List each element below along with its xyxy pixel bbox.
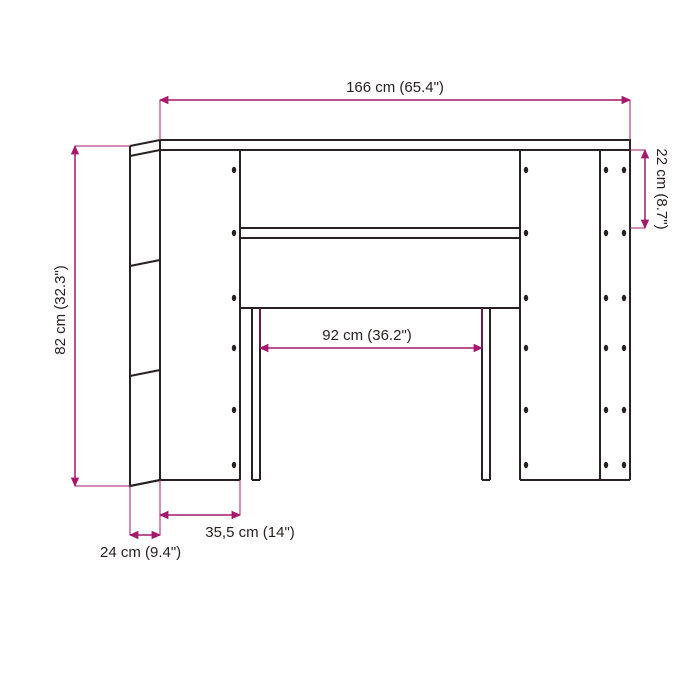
dim-label-height_left: 82 cm (32.3")	[52, 265, 69, 355]
diagram-canvas: 166 cm (65.4") 82 cm (32.3") 24 cm (9.4") 3…	[0, 0, 700, 700]
dim-label-gap_width: 92 cm (36.2")	[322, 327, 412, 344]
dim-label-tower_width: 35,5 cm (14")	[205, 524, 295, 541]
dim-label-shelf_h: 22 cm (8.7")	[653, 148, 670, 229]
diagram-svg: 166 cm (65.4") 82 cm (32.3") 24 cm (9.4") 3…	[0, 0, 700, 700]
dim-label-width_top: 166 cm (65.4")	[346, 79, 444, 96]
dowel-dots	[232, 167, 626, 468]
furniture-outline	[130, 140, 630, 486]
dim-label-depth: 24 cm (9.4")	[100, 544, 181, 561]
dimension-lines: 166 cm (65.4") 82 cm (32.3") 24 cm (9.4") 3…	[52, 79, 670, 561]
